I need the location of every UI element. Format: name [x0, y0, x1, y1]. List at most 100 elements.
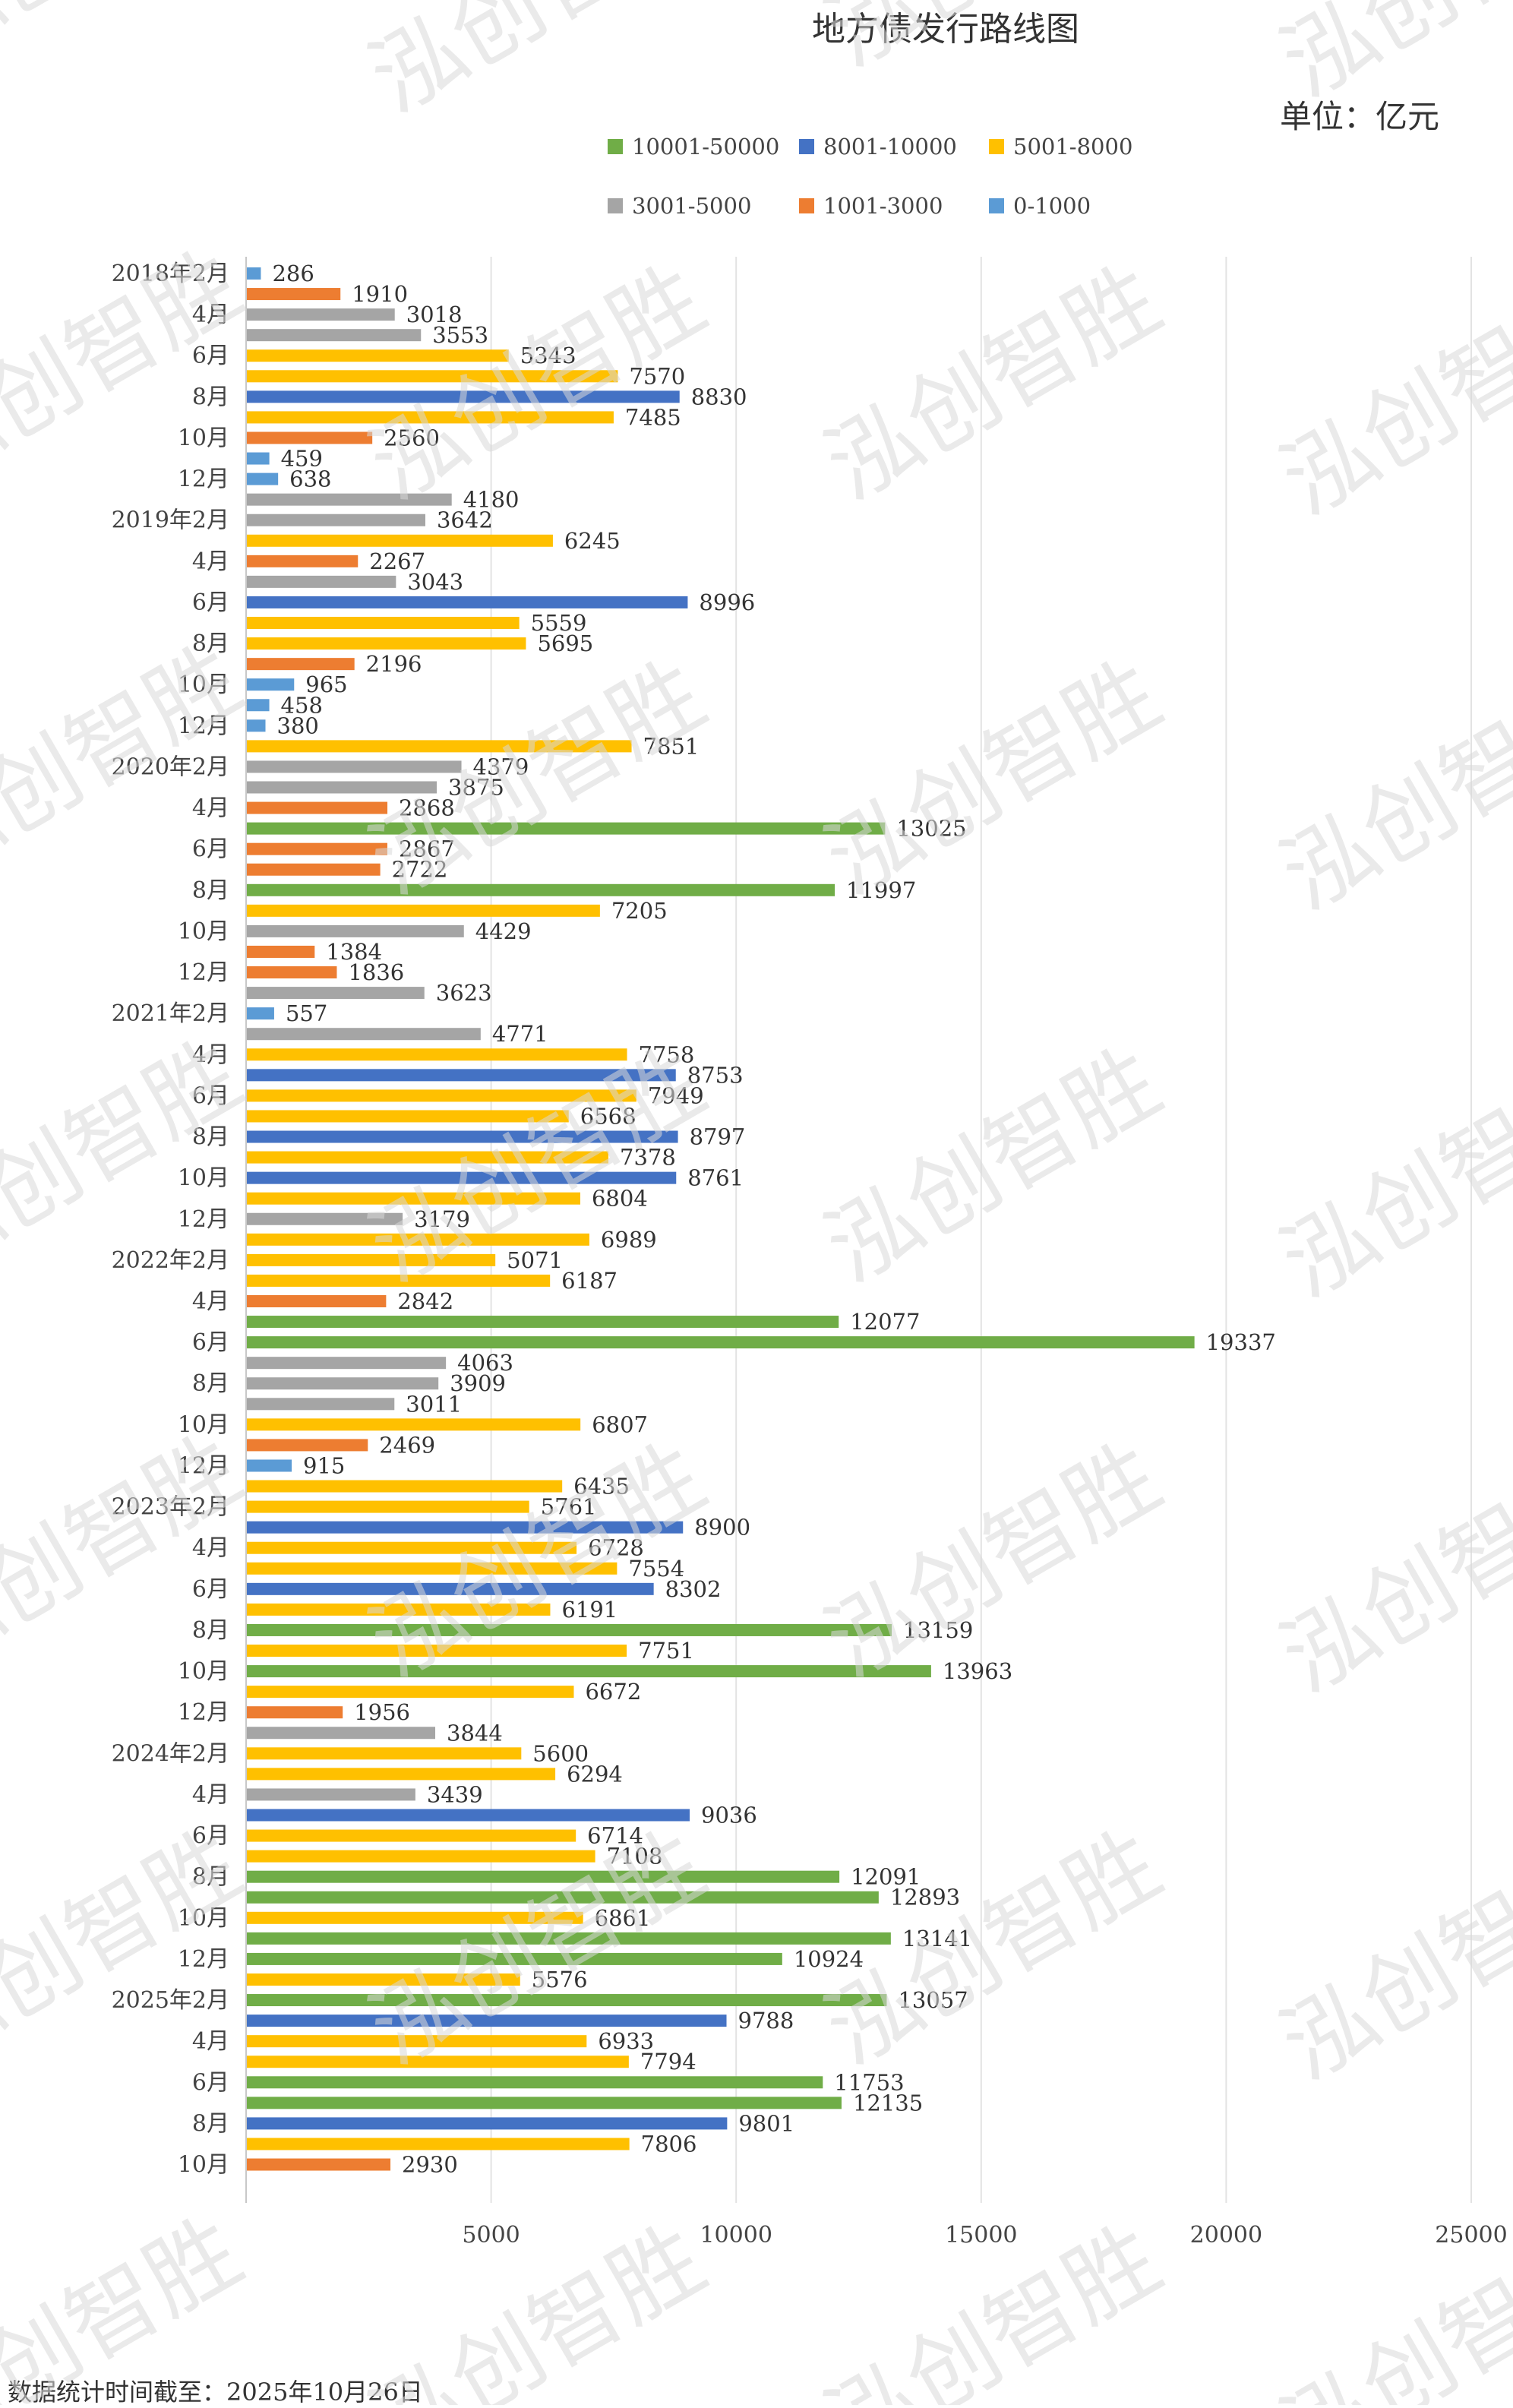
- data-label: 12893: [890, 1885, 960, 1910]
- bar: [247, 945, 315, 958]
- bar: [247, 1439, 368, 1452]
- data-label: 8830: [691, 384, 747, 409]
- y-tick-label: 8月: [192, 384, 229, 410]
- bar: [247, 349, 509, 362]
- bar: [247, 1952, 782, 1965]
- bar: [247, 719, 266, 732]
- y-tick-label: 10月: [178, 1165, 229, 1192]
- grid-lines: [245, 257, 1472, 2203]
- data-label: 12091: [851, 1864, 921, 1890]
- bar: [247, 1089, 636, 1102]
- data-label: 3875: [448, 775, 504, 801]
- x-axis-labels: 5000 10000 15000 20000 25000: [462, 2222, 1507, 2248]
- bar: [247, 1007, 274, 1020]
- data-label: 915: [303, 1452, 345, 1478]
- bar: [247, 883, 835, 896]
- y-tick-label: 10月: [178, 918, 229, 945]
- watermark-text: 泓创智胜: [809, 1812, 1177, 2085]
- data-label: 13025: [896, 816, 966, 842]
- data-label: 8753: [687, 1062, 744, 1088]
- bar: [247, 1377, 439, 1390]
- bar: [247, 2097, 842, 2109]
- data-label: 7108: [607, 1844, 663, 1869]
- legend-label: 5001-8000: [1013, 134, 1132, 160]
- legend-label: 0-1000: [1013, 193, 1091, 219]
- y-tick-label: 4月: [192, 1535, 229, 1562]
- y-tick-label: 2020年2月: [112, 754, 229, 780]
- data-label: 11753: [834, 2069, 904, 2095]
- y-tick-label: 12月: [178, 1946, 229, 1973]
- bar: [247, 1603, 551, 1616]
- bar: [247, 1151, 609, 1164]
- bar: [247, 452, 270, 465]
- data-label: 5600: [532, 1740, 589, 1766]
- bar: [247, 1623, 892, 1636]
- legend-swatch: [799, 198, 814, 213]
- data-label: 2560: [384, 425, 440, 450]
- bar: [247, 596, 688, 608]
- data-label: 9036: [701, 1803, 757, 1828]
- bar: [247, 288, 341, 301]
- y-tick-label: 12月: [178, 466, 229, 493]
- bar: [247, 1911, 583, 1924]
- bar: [247, 842, 387, 855]
- data-label: 4771: [492, 1021, 548, 1047]
- data-label: 638: [289, 466, 331, 492]
- data-label: 6804: [592, 1186, 648, 1212]
- bar: [247, 514, 425, 526]
- watermark-text: 泓创智胜: [1265, 1439, 1513, 1713]
- y-tick-label: 4月: [192, 548, 229, 575]
- watermark-text: 泓创智胜: [353, 642, 722, 915]
- data-label: 2868: [399, 795, 455, 821]
- data-label: 8797: [690, 1124, 746, 1150]
- data-label: 3439: [427, 1781, 483, 1807]
- bar: [247, 1048, 627, 1061]
- y-tick-label: 2019年2月: [112, 507, 229, 534]
- bar: [247, 637, 526, 650]
- data-label: 7751: [638, 1638, 694, 1664]
- bar: [247, 2117, 728, 2130]
- data-label: 2469: [379, 1432, 435, 1458]
- data-label: 2867: [399, 836, 455, 862]
- y-tick-label: 2022年2月: [112, 1247, 229, 1274]
- y-tick-label: 2024年2月: [112, 1740, 229, 1767]
- bar: [247, 1850, 595, 1863]
- y-tick-label: 12月: [178, 1699, 229, 1726]
- data-label: 1836: [348, 959, 404, 985]
- x-tick-label: 10000: [700, 2222, 772, 2248]
- data-label: 3018: [406, 302, 463, 327]
- data-label: 6187: [561, 1268, 618, 1294]
- y-tick-label: 10月: [178, 1905, 229, 1932]
- bar: [247, 1562, 618, 1575]
- data-label: 380: [277, 713, 319, 738]
- y-tick-label: 4月: [192, 1781, 229, 1808]
- bar: [247, 1253, 496, 1266]
- x-tick-label: 5000: [462, 2222, 520, 2248]
- chart-title: 地方债发行路线图: [812, 10, 1079, 49]
- data-label: 6933: [598, 2028, 654, 2054]
- data-label: 10924: [794, 1946, 864, 1972]
- bar: [247, 1171, 677, 1184]
- bar: [247, 1233, 589, 1246]
- bar: [247, 617, 520, 630]
- data-label: 2267: [369, 548, 425, 574]
- data-label: 6191: [561, 1597, 618, 1623]
- y-tick-label: 12月: [178, 713, 229, 739]
- y-tick-label: 6月: [192, 836, 229, 863]
- bar: [247, 1747, 522, 1760]
- bar: [247, 1582, 654, 1595]
- bar: [247, 658, 355, 671]
- bar: [247, 1521, 684, 1534]
- bar: [247, 1994, 887, 2007]
- y-tick-label: 8月: [192, 877, 229, 904]
- bar: [247, 1932, 891, 1945]
- data-label: 13159: [903, 1617, 973, 1643]
- bar: [247, 1212, 403, 1225]
- legend-swatch: [608, 198, 623, 213]
- y-tick-label: 4月: [192, 1041, 229, 1068]
- data-label: 7205: [611, 898, 668, 924]
- data-label: 6245: [564, 528, 621, 554]
- data-label: 4379: [473, 754, 529, 779]
- y-tick-label: 8月: [192, 1370, 229, 1397]
- bar: [247, 1829, 576, 1842]
